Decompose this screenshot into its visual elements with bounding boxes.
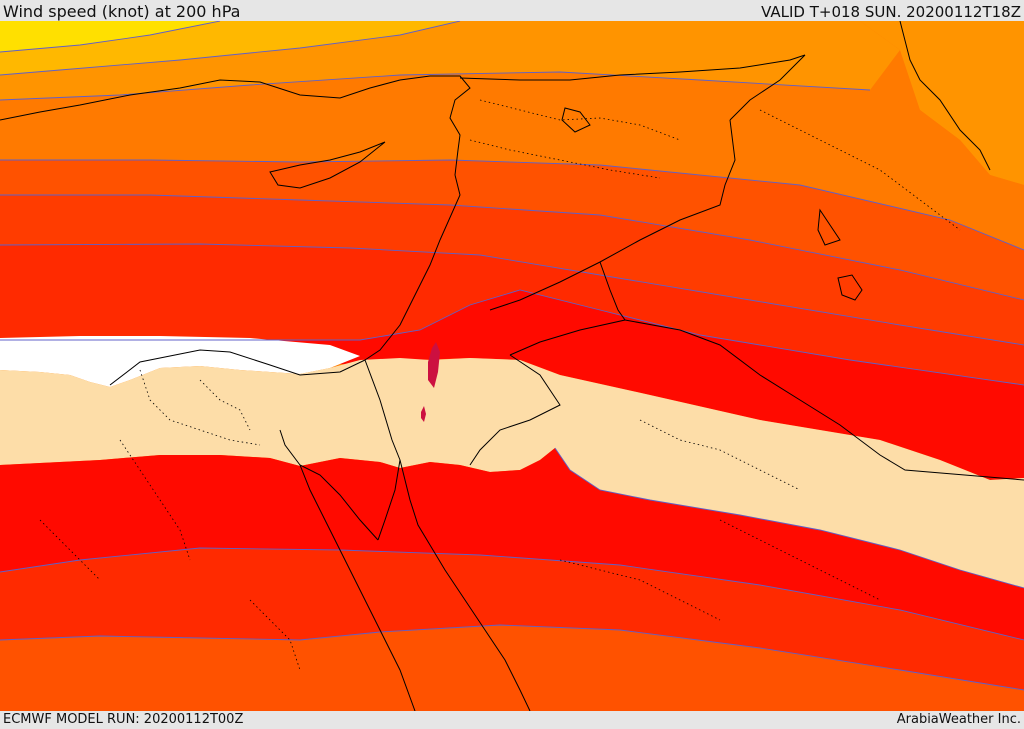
- crimson-spot: [428, 342, 440, 388]
- band-red-south: [0, 548, 1024, 690]
- model-run-label: ECMWF MODEL RUN: 20200112T00Z: [3, 712, 244, 727]
- band-yellow-orange: [0, 21, 460, 75]
- province-borders: [39, 99, 961, 671]
- wind-speed-map[interactable]: [0, 21, 1024, 711]
- band-beige-calm: [0, 358, 1024, 588]
- coastlines: [0, 21, 1024, 711]
- map-canvas: [0, 21, 1024, 711]
- band-red-orange: [0, 160, 1024, 300]
- wind-contours: [0, 21, 1024, 691]
- band-red-orange-dark: [0, 195, 1024, 345]
- band-white-max: [0, 336, 360, 387]
- band-red-core-south: [0, 448, 1024, 640]
- header-bar: Wind speed (knot) at 200 hPa VALID T+018…: [0, 0, 1024, 21]
- footer-bar: ECMWF MODEL RUN: 20200112T00Z ArabiaWeat…: [0, 711, 1024, 729]
- band-red-core-north: [0, 290, 1024, 480]
- crimson-spot: [421, 406, 426, 422]
- band-yellow: [0, 21, 220, 52]
- credit-label: ArabiaWeather Inc.: [896, 712, 1021, 727]
- band-orange: [0, 72, 1024, 250]
- band-red-orange-south: [0, 625, 1024, 711]
- map-title: Wind speed (knot) at 200 hPa: [3, 2, 241, 21]
- valid-time-label: VALID T+018 SUN. 20200112T18Z: [761, 3, 1021, 21]
